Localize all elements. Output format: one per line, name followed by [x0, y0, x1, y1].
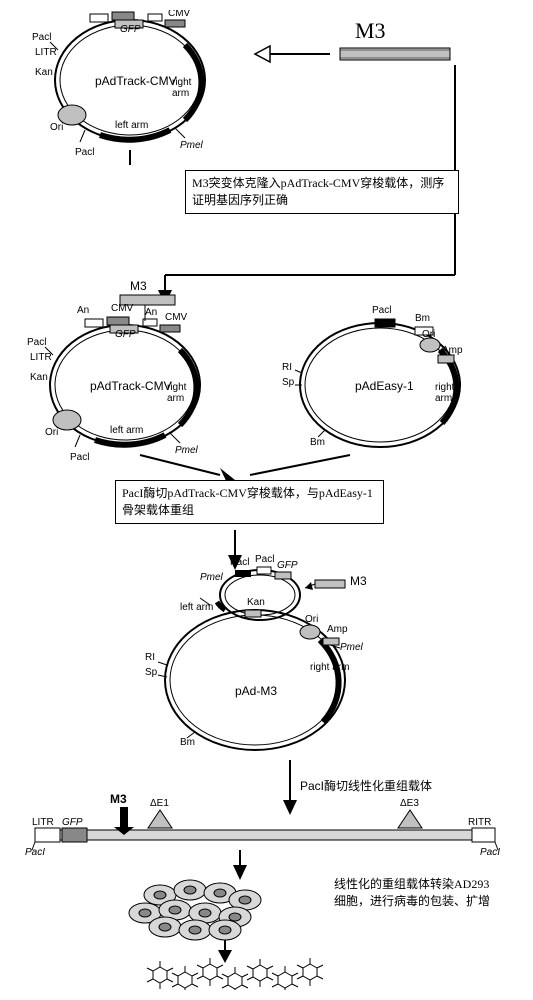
svg-text:Amp: Amp	[327, 624, 348, 635]
svg-text:Sp: Sp	[145, 667, 158, 678]
svg-text:right: right	[435, 382, 455, 393]
svg-text:left arm: left arm	[110, 425, 143, 436]
svg-text:left arm: left arm	[115, 120, 148, 131]
svg-text:Pmel: Pmel	[340, 642, 364, 653]
svg-text:pAdEasy-1: pAdEasy-1	[355, 379, 414, 393]
svg-text:GFP: GFP	[120, 24, 141, 35]
svg-text:CMV: CMV	[111, 303, 134, 314]
svg-text:GFP: GFP	[62, 817, 83, 828]
svg-text:RI: RI	[282, 362, 292, 373]
step1-text: M3突变体克隆入pAdTrack-CMV穿梭载体，测序证明基因序列正确	[192, 176, 444, 207]
svg-text:An: An	[150, 10, 162, 13]
svg-text:Ori: Ori	[45, 427, 58, 438]
plasmid-padeasy: Pacl Bm Ori Amp right arm RI Sp Bm pAdEa…	[282, 305, 463, 448]
svg-text:arm: arm	[167, 393, 184, 404]
svg-text:pAdTrack-CMV: pAdTrack-CMV	[90, 379, 172, 393]
ad293-cells	[129, 880, 261, 940]
svg-text:Pmel: Pmel	[175, 445, 199, 456]
svg-text:LITR: LITR	[30, 352, 52, 363]
step2-box: PacI酶切pAdTrack-CMV穿梭载体，与pAdEasy-1骨架载体重组	[115, 480, 384, 524]
svg-text:RITR: RITR	[468, 817, 491, 828]
svg-text:M3: M3	[130, 279, 147, 293]
step1-box: M3突变体克隆入pAdTrack-CMV穿梭载体，测序证明基因序列正确	[185, 170, 459, 214]
svg-text:Bm: Bm	[415, 313, 430, 324]
plasmid-pad-m3: M3 Pacl Pmel Pacl Kan GFP left arm Ori A…	[145, 554, 367, 750]
svg-text:Pacl: Pacl	[75, 147, 94, 158]
svg-text:LITR: LITR	[35, 47, 57, 58]
svg-text:LITR: LITR	[32, 817, 54, 828]
svg-text:An: An	[77, 305, 89, 316]
svg-text:Pacl: Pacl	[372, 305, 391, 316]
svg-text:Ori: Ori	[305, 614, 318, 625]
svg-text:pAd-M3: pAd-M3	[235, 684, 277, 698]
svg-text:Ori: Ori	[422, 329, 435, 340]
virus-particles	[147, 958, 323, 990]
svg-text:Pacl: Pacl	[27, 337, 46, 348]
svg-text:Pacl: Pacl	[32, 32, 51, 43]
step4-box: 线性化的重组载体转染AD293细胞，进行病毒的包装、扩增	[328, 872, 500, 914]
svg-text:ΔE1: ΔE1	[150, 798, 169, 809]
feature-an	[90, 14, 108, 22]
svg-text:RI: RI	[145, 652, 155, 663]
arrow-converge-right	[250, 455, 350, 475]
svg-text:M3: M3	[350, 574, 367, 588]
svg-text:arm: arm	[435, 393, 452, 404]
svg-text:An: An	[82, 10, 94, 11]
svg-text:Bm: Bm	[180, 737, 195, 748]
arrow-converge-left	[140, 455, 220, 475]
m3-title: M3	[355, 18, 386, 43]
svg-text:GFP: GFP	[115, 329, 136, 340]
svg-text:PacI: PacI	[25, 847, 45, 858]
svg-text:Sp: Sp	[282, 377, 295, 388]
svg-text:Pmel: Pmel	[200, 572, 224, 583]
adenovirus-construction-diagram: M3 An CMV GFP An CMV Pacl LITR Kan Ori P	[10, 10, 523, 990]
svg-text:CMV: CMV	[165, 312, 188, 323]
linear-construct: M3 ΔE1 ΔE3 LITR GFP RITR PacI PacI	[25, 792, 500, 858]
svg-text:Pacl: Pacl	[70, 452, 89, 463]
svg-text:Kan: Kan	[35, 67, 53, 78]
svg-text:CMV: CMV	[168, 10, 191, 19]
svg-text:arm: arm	[172, 88, 189, 99]
svg-text:Kan: Kan	[247, 597, 265, 608]
svg-text:Pmel: Pmel	[180, 140, 204, 151]
svg-text:An: An	[145, 307, 157, 318]
svg-text:Pacl: Pacl	[255, 554, 274, 565]
step2-text: PacI酶切pAdTrack-CMV穿梭载体，与pAdEasy-1骨架载体重组	[122, 486, 373, 517]
svg-text:Pacl: Pacl	[230, 557, 249, 568]
step3-label: PacI酶切线性化重组载体	[300, 778, 432, 793]
svg-text:Bm: Bm	[310, 437, 325, 448]
svg-text:right arm: right arm	[310, 662, 349, 673]
svg-text:M3: M3	[110, 792, 127, 806]
svg-text:Amp: Amp	[442, 345, 463, 356]
svg-text:Ori: Ori	[50, 122, 63, 133]
feature-cmv	[112, 12, 134, 20]
svg-text:pAdTrack-CMV: pAdTrack-CMV	[95, 74, 177, 88]
plasmid-padtrack-1: An CMV GFP An CMV Pacl LITR Kan Ori Pacl…	[32, 10, 205, 158]
step4-text: 线性化的重组载体转染AD293细胞，进行病毒的包装、扩增	[334, 877, 490, 908]
svg-text:ΔE3: ΔE3	[400, 798, 419, 809]
svg-text:GFP: GFP	[277, 560, 298, 571]
plasmid-padtrack-2: M3 An CMV GFP An CMV Pacl LITR Kan Ori P…	[27, 279, 200, 463]
svg-text:Kan: Kan	[30, 372, 48, 383]
